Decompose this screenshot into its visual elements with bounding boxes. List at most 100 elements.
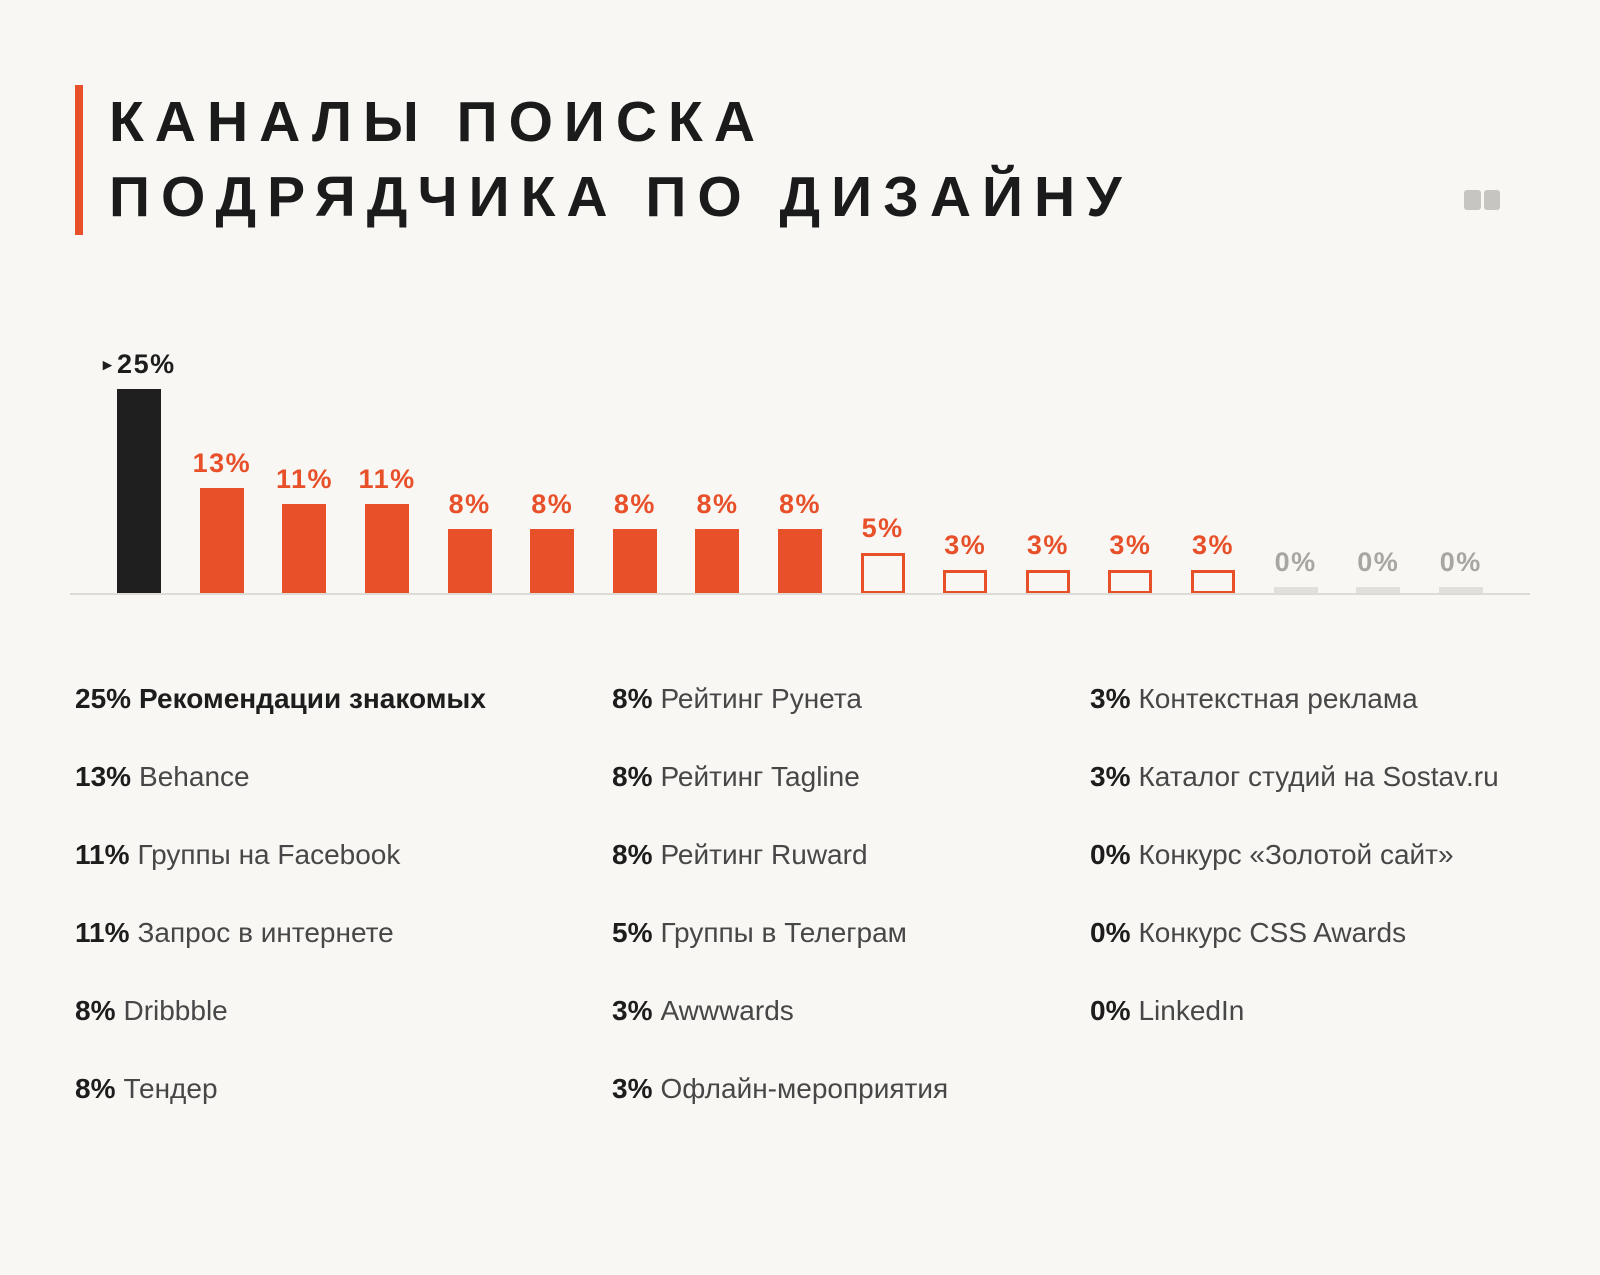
legend-item-label: Рейтинг Tagline <box>660 761 860 793</box>
bar <box>1438 587 1483 595</box>
bar <box>365 504 410 595</box>
legend-item-percent: 3% <box>612 1073 653 1105</box>
legend-item: 3% Awwwards <box>612 995 1090 1027</box>
bar-slot: 3% <box>1007 333 1090 595</box>
legend-item: 11% Группы на Facebook <box>75 839 612 871</box>
chart-baseline <box>70 593 1530 596</box>
bar-value-label: 0% <box>1439 547 1482 578</box>
bar <box>447 528 492 595</box>
bar-value-label: ▸ 25% <box>103 349 176 380</box>
bar-value-label: 8% <box>779 488 822 519</box>
legend-item: 8% Dribbble <box>75 995 612 1027</box>
legend-item-label: Behance <box>139 761 250 793</box>
logo-block-icon <box>1483 190 1500 210</box>
legend-item-label: Группы в Телеграм <box>660 917 907 949</box>
legend-item-label: LinkedIn <box>1138 995 1245 1027</box>
bar <box>1108 569 1153 595</box>
bar <box>1356 587 1401 595</box>
legend-item: 5% Группы в Телеграм <box>612 917 1090 949</box>
bar-slot: 5% <box>841 333 924 595</box>
bar-value-label: 0% <box>1357 547 1400 578</box>
page-title: КАНАЛЫ ПОИСКА ПОДРЯДЧИКА ПО ДИЗАЙНУ <box>109 85 1530 235</box>
bar <box>1273 587 1318 595</box>
bar-slot: 3% <box>1089 333 1172 595</box>
legend-item-percent: 3% <box>1090 761 1131 793</box>
legend-item: 0% Конкурс CSS Awards <box>1090 917 1530 949</box>
legend-item-label: Рейтинг Рунета <box>660 683 862 715</box>
legend-item: 8% Рейтинг Ruward <box>612 839 1090 871</box>
bar-value-label: 8% <box>531 488 574 519</box>
marker-triangle-icon: ▸ <box>103 355 114 375</box>
bar-slot: 8% <box>428 333 511 595</box>
bar <box>943 569 988 595</box>
bars-container: ▸ 25% 13% 11% 11% 8% 8% 8% 8% 8% 5% 3% 3% 3% 3% 0% 0% 0% <box>70 333 1530 595</box>
bar-slot: 0% <box>1420 333 1503 595</box>
legend-column: 3% Контекстная реклама 3% Каталог студий на… <box>1090 683 1530 1151</box>
bar-slot: 8% <box>676 333 759 595</box>
bar-chart: ▸ 25% 13% 11% 11% 8% 8% 8% 8% 8% 5% 3% 3% 3% 3% 0% 0% 0% <box>70 333 1530 596</box>
bar-slot: ▸ 25% <box>98 333 181 595</box>
bar-slot: 3% <box>924 333 1007 595</box>
bar-slot: 0% <box>1337 333 1420 595</box>
legend-item-label: Каталог студий на Sostav.ru <box>1138 761 1499 793</box>
legend-item: 3% Контекстная реклама <box>1090 683 1530 715</box>
bar-value-label: 8% <box>448 488 491 519</box>
bar-slot: 11% <box>346 333 429 595</box>
legend-item: 11% Запрос в интернете <box>75 917 612 949</box>
legend-item: 3% Офлайн-мероприятия <box>612 1073 1090 1105</box>
legend-item-label: Контекстная реклама <box>1138 683 1418 715</box>
bar <box>530 528 575 595</box>
legend-item-percent: 8% <box>612 761 653 793</box>
bar-value-label: 3% <box>944 529 987 560</box>
legend-item-percent: 25% <box>75 683 132 715</box>
legend-column: 8% Рейтинг Рунета 8% Рейтинг Tagline 8% Рейти… <box>612 683 1090 1151</box>
legend-item-percent: 0% <box>1090 995 1131 1027</box>
bar-slot: 8% <box>594 333 677 595</box>
bar <box>117 389 162 595</box>
bar <box>1191 569 1236 595</box>
legend-item: 0% Конкурс «Золотой сайт» <box>1090 839 1530 871</box>
bar-value-label: 5% <box>861 513 904 544</box>
legend-item: 13% Behance <box>75 761 612 793</box>
bar-slot: 8% <box>759 333 842 595</box>
legend-item-percent: 3% <box>612 995 653 1027</box>
legend-item-label: Рейтинг Ruward <box>660 839 868 871</box>
legend-item-label: Офлайн-мероприятия <box>660 1073 949 1105</box>
legend-item: 8% Рейтинг Tagline <box>612 761 1090 793</box>
legend-item-percent: 11% <box>75 839 130 871</box>
bar <box>695 528 740 595</box>
legend-item-percent: 13% <box>75 761 132 793</box>
bar-value-label: 11% <box>358 464 416 495</box>
bar-value-label: 8% <box>613 488 656 519</box>
legend-column: 25% Рекомендации знакомых 13% Behance 11% Гру… <box>75 683 612 1151</box>
bar-value-label: 13% <box>192 447 252 478</box>
legend-item-percent: 8% <box>75 1073 116 1105</box>
logo-block-icon <box>1464 190 1481 210</box>
bar-slot: 3% <box>1172 333 1255 595</box>
legend-item: 8% Тендер <box>75 1073 612 1105</box>
bar-slot: 8% <box>511 333 594 595</box>
page-title-line1: КАНАЛЫ ПОИСКА <box>109 90 767 154</box>
bar-value-label: 3% <box>1026 529 1069 560</box>
bar-value-label: 0% <box>1274 547 1317 578</box>
bar <box>282 504 327 595</box>
legend-item-percent: 8% <box>75 995 116 1027</box>
bar <box>860 553 905 595</box>
legend-item-percent: 11% <box>75 917 130 949</box>
legend-item: 8% Рейтинг Рунета <box>612 683 1090 715</box>
legend-item-percent: 3% <box>1090 683 1131 715</box>
header: КАНАЛЫ ПОИСКА ПОДРЯДЧИКА ПО ДИЗАЙНУ <box>75 85 1530 236</box>
bar-value-label: 11% <box>275 464 334 495</box>
legend-item-label: Dribbble <box>123 995 228 1027</box>
legend-item-label: Рекомендации знакомых <box>139 683 486 715</box>
bar-slot: 13% <box>181 333 264 595</box>
bar-value-label: 8% <box>696 488 739 519</box>
bar-value-label: 3% <box>1109 529 1152 560</box>
bar <box>612 528 657 595</box>
bar-slot: 11% <box>263 333 346 595</box>
bar-slot: 0% <box>1254 333 1337 595</box>
legend-item-percent: 8% <box>612 839 653 871</box>
legend-item-percent: 0% <box>1090 917 1131 949</box>
legend-item: 25% Рекомендации знакомых <box>75 683 612 715</box>
bar <box>1025 569 1070 595</box>
